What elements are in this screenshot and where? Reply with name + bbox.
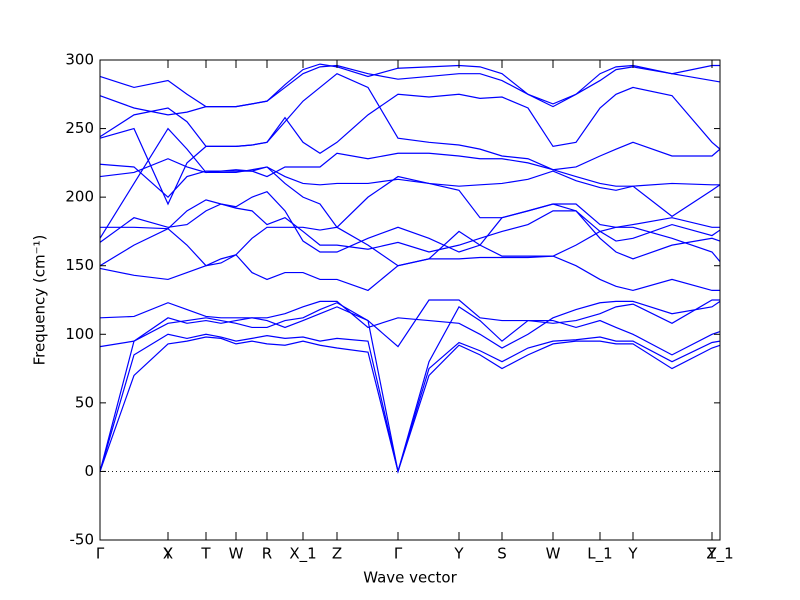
y-tick-label: 150 — [65, 256, 94, 274]
y-tick-label: -50 — [70, 531, 95, 549]
x-tick-label: X_1 — [289, 545, 316, 564]
x-tick-label: Z_1 — [706, 545, 733, 564]
band-line — [99, 300, 721, 349]
band-line — [99, 306, 721, 472]
y-axis-label: Frequency (cm⁻¹) — [31, 235, 49, 366]
x-tick-label: R — [262, 545, 272, 563]
x-tick-label: L_1 — [587, 545, 612, 564]
band-line — [99, 127, 720, 239]
x-axis-label: Wave vector — [363, 569, 457, 587]
band-line — [99, 226, 721, 267]
y-tick-label: 0 — [84, 462, 94, 480]
x-tick-label: T — [200, 545, 211, 563]
band-line — [99, 63, 720, 108]
band-line — [99, 203, 721, 260]
x-tick-label: W — [229, 545, 244, 563]
x-tick-label: Y — [706, 545, 717, 563]
band-line — [99, 86, 721, 154]
x-tick-label: Γ — [394, 545, 403, 563]
band-line — [99, 333, 721, 474]
band-line — [99, 254, 720, 292]
band-line — [99, 336, 721, 474]
x-tick-label: X — [163, 545, 173, 563]
x-tick-label: Y — [162, 545, 173, 563]
x-tick-label: Y — [453, 545, 464, 563]
x-tick-label: S — [497, 545, 507, 563]
x-tick-label: Z — [332, 545, 342, 563]
band-line — [99, 152, 721, 218]
plot-frame — [99, 59, 721, 541]
y-tick-label: 250 — [65, 119, 94, 137]
band-line — [99, 299, 720, 348]
y-tick-label: 200 — [65, 188, 94, 206]
x-tick-label: Y — [627, 545, 638, 563]
x-tick-label: Γ — [96, 545, 105, 563]
band-line — [99, 158, 720, 191]
y-tick-label: 100 — [65, 325, 94, 343]
x-tick-label: W — [546, 545, 561, 563]
y-tick-label: 50 — [75, 393, 94, 411]
y-tick-label: 300 — [65, 51, 94, 69]
band-line — [100, 190, 721, 253]
